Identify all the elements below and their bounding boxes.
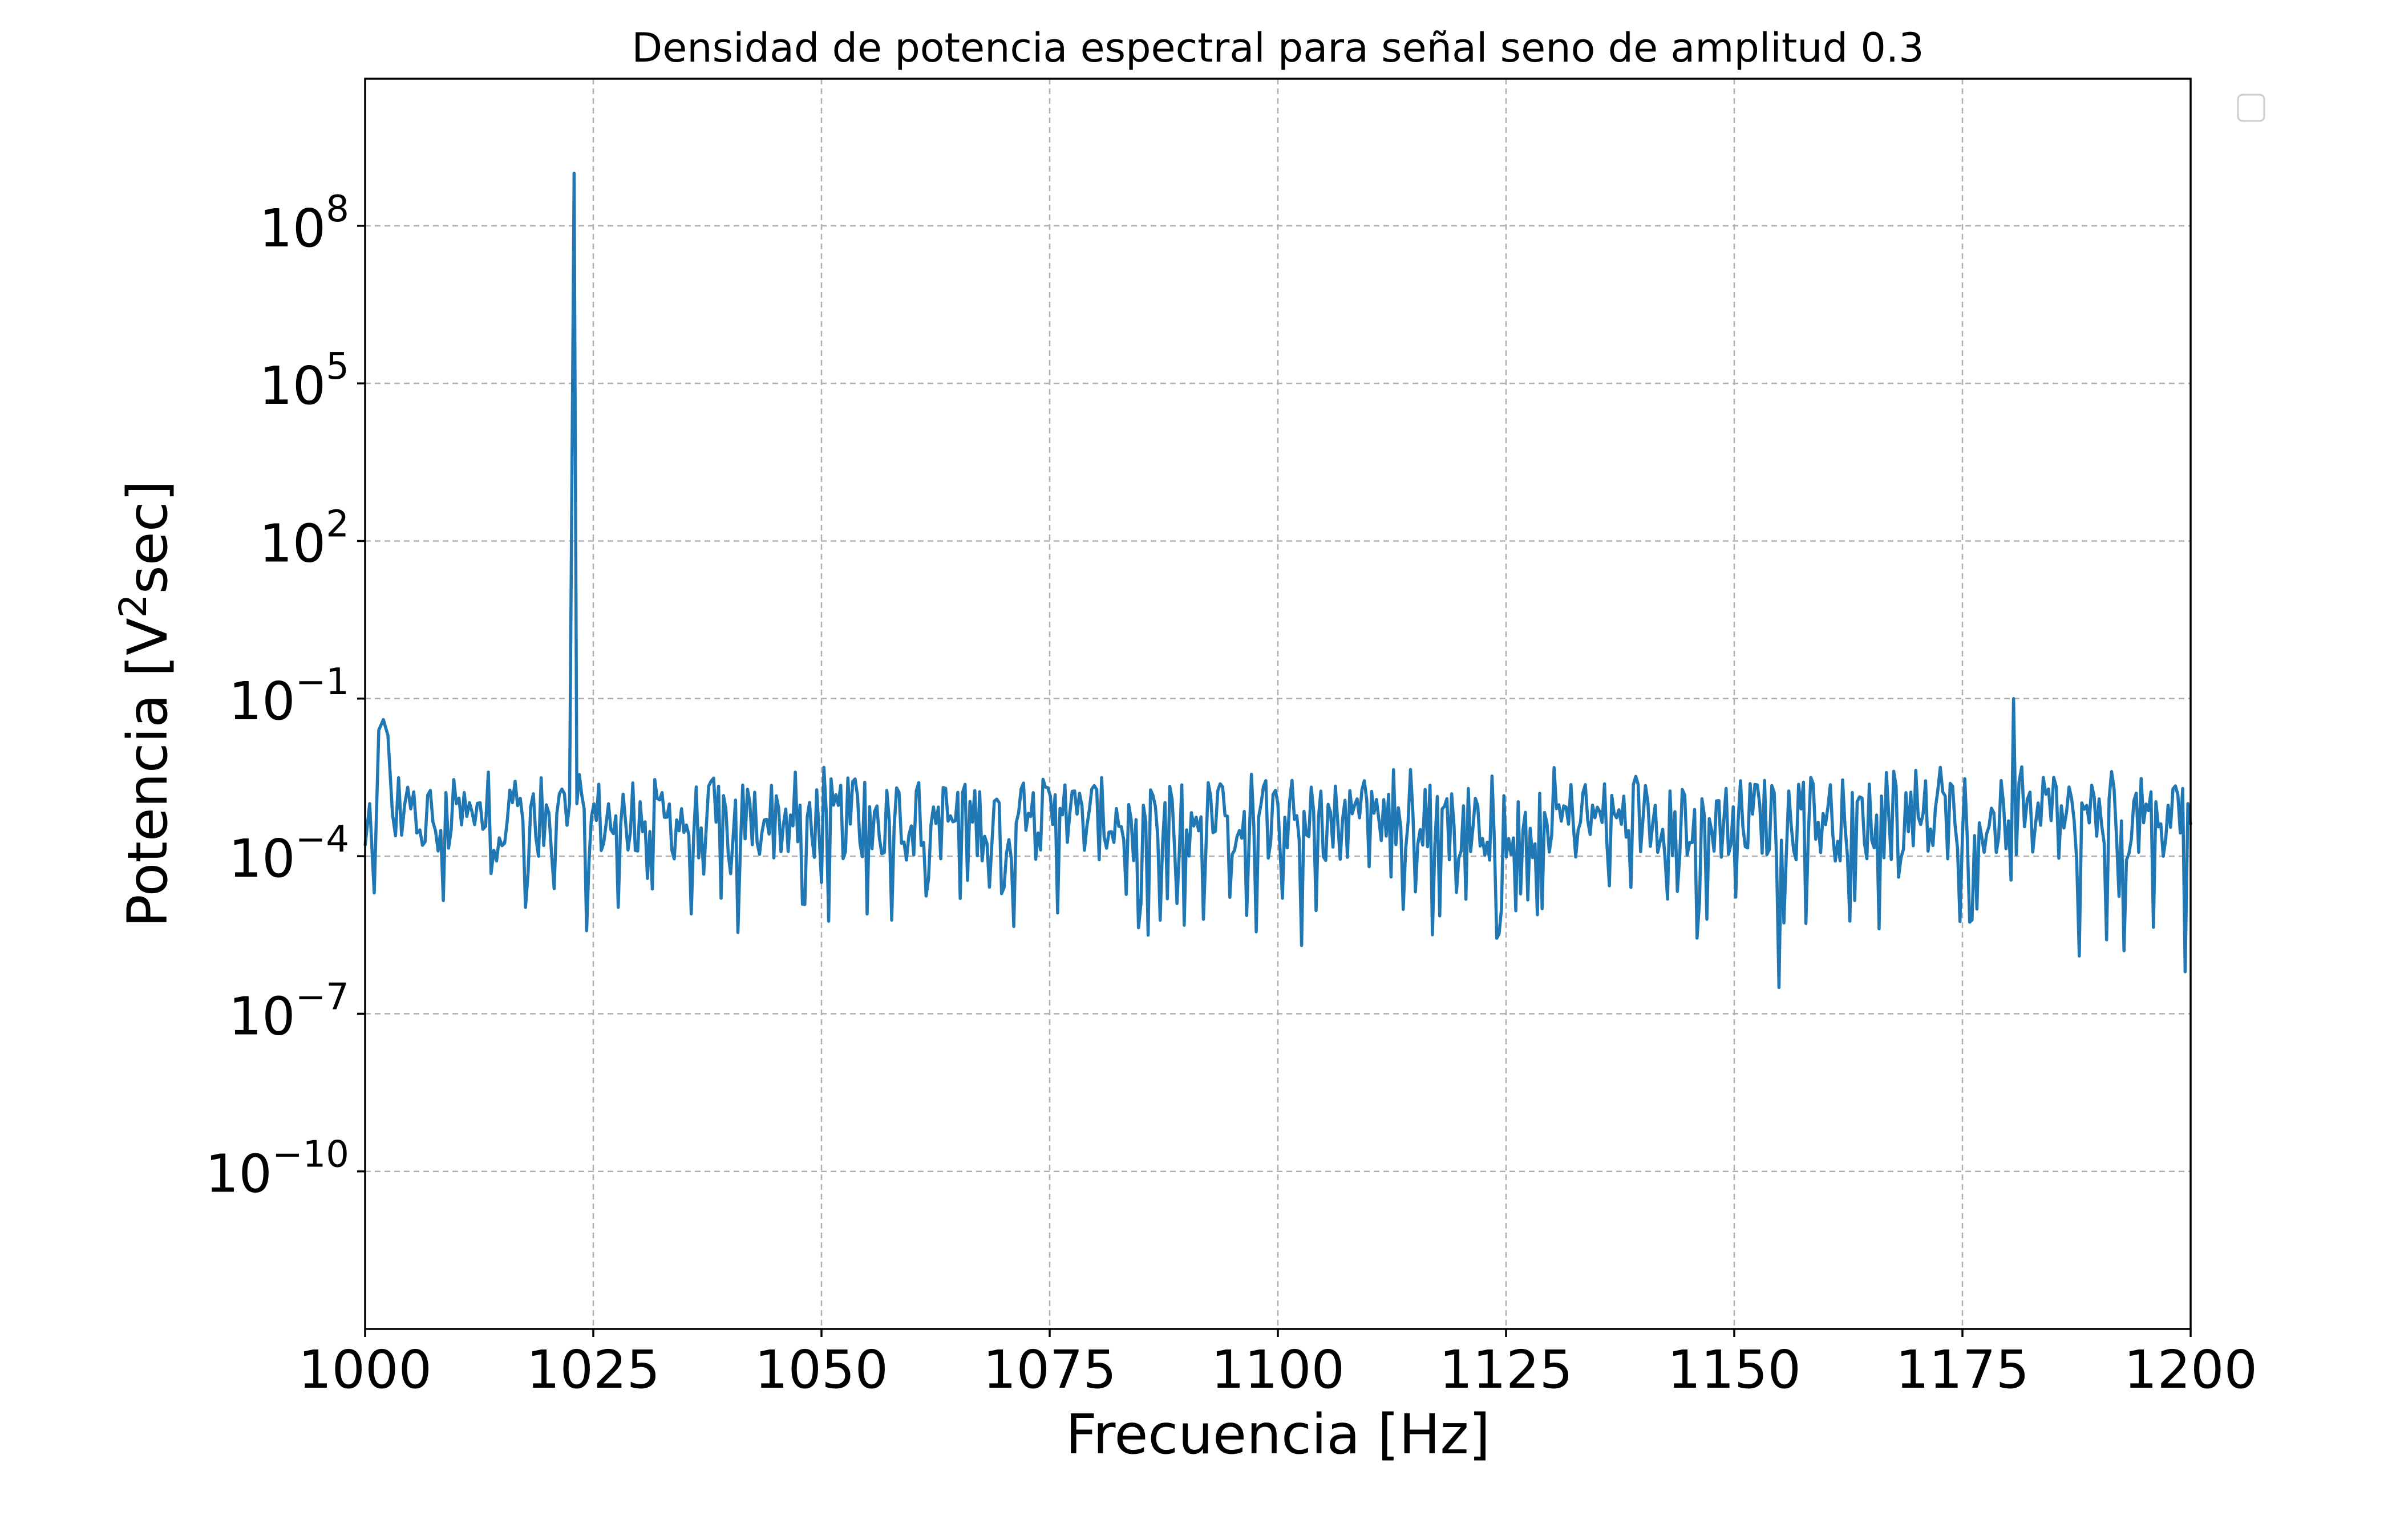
psd-data-point xyxy=(1369,866,1370,867)
psd-data-point xyxy=(1141,903,1142,904)
y-tick-label: 105 xyxy=(259,346,349,416)
y-tick-base: 10 xyxy=(229,828,296,889)
psd-data-point xyxy=(520,798,521,799)
grid-layer xyxy=(364,79,2192,1329)
psd-series-line xyxy=(363,172,2192,990)
x-tick-label: 1150 xyxy=(1668,1339,1801,1400)
x-tick-label: 1175 xyxy=(1896,1339,2029,1400)
tick-layer xyxy=(357,225,2192,1337)
y-tick-base: 10 xyxy=(259,355,326,416)
chart-title: Densidad de potencia espectral para seña… xyxy=(632,25,1924,71)
legend-empty-box xyxy=(2237,94,2265,122)
psd-data-point xyxy=(2035,824,2036,825)
y-tick-exponent: −10 xyxy=(272,1134,349,1176)
y-tick-exponent: 5 xyxy=(326,346,349,388)
y-tick-label: 108 xyxy=(259,188,349,259)
y-tick-label: 10−1 xyxy=(229,661,349,732)
psd-data-point xyxy=(1301,945,1302,946)
label-layer: 1000 1025 1050 1075 1100 1125 1150 1175 12001081… xyxy=(205,188,2257,1400)
psd-data-point xyxy=(821,882,822,883)
y-tick-base: 10 xyxy=(229,671,296,732)
psd-data-point xyxy=(657,798,658,799)
x-tick-label: 1075 xyxy=(983,1339,1116,1400)
y-tick-label: 10−4 xyxy=(229,818,349,889)
y-tick-label: 10−10 xyxy=(205,1134,349,1205)
y-tick-exponent: 8 xyxy=(326,188,349,230)
psd-data-point xyxy=(502,845,503,846)
psd-data-point xyxy=(383,719,384,720)
y-axis-label-main: Potencia [V xyxy=(116,618,180,927)
psd-data-point xyxy=(1004,887,1005,888)
y-tick-label: 102 xyxy=(259,503,349,574)
x-axis-label: Frecuencia [Hz] xyxy=(1066,1403,1490,1466)
series-layer xyxy=(363,172,2192,990)
y-axis-label: Potencia [V2sec] xyxy=(111,480,180,927)
psd-data-point xyxy=(1962,835,1963,836)
psd-data-point xyxy=(2013,698,2014,699)
y-tick-exponent: −4 xyxy=(296,818,349,861)
x-tick-label: 1200 xyxy=(2124,1339,2257,1400)
x-tick-label: 1125 xyxy=(1439,1339,1573,1400)
y-tick-exponent: −1 xyxy=(296,661,349,703)
y-tick-base: 10 xyxy=(229,986,296,1047)
y-tick-base: 10 xyxy=(259,513,326,574)
x-tick-label: 1050 xyxy=(755,1339,888,1400)
y-tick-base: 10 xyxy=(259,198,326,259)
psd-data-point xyxy=(931,824,932,825)
x-tick-label: 1100 xyxy=(1211,1339,1345,1400)
x-tick-label: 1025 xyxy=(527,1339,660,1400)
y-tick-exponent: 2 xyxy=(326,503,349,545)
psd-data-point xyxy=(438,850,439,851)
psd-data-point xyxy=(2163,856,2164,857)
y-tick-exponent: −7 xyxy=(296,976,349,1018)
y-axis-label-sup: 2 xyxy=(111,594,155,618)
y-axis-label-tail: sec] xyxy=(116,480,180,594)
psd-data-point xyxy=(1643,819,1644,820)
y-tick-label: 10−7 xyxy=(229,976,349,1047)
y-tick-base: 10 xyxy=(205,1144,272,1205)
x-tick-label: 1000 xyxy=(298,1339,432,1400)
